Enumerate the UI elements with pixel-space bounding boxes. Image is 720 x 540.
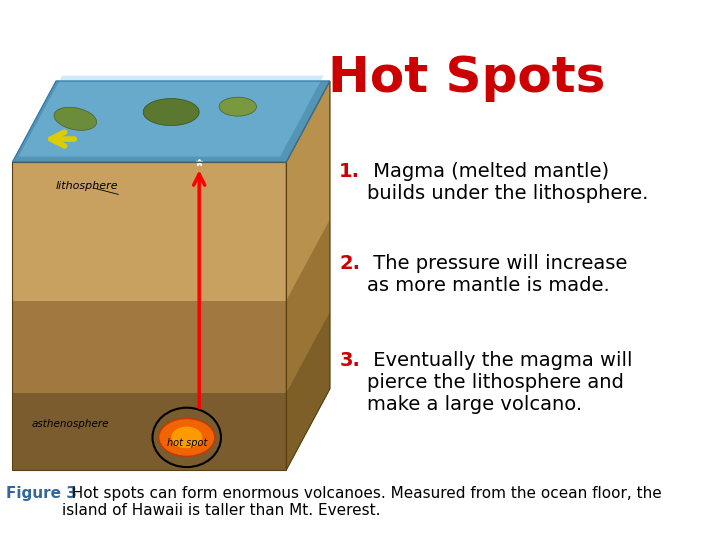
Text: Magma (melted mantle)
builds under the lithosphere.: Magma (melted mantle) builds under the l…	[367, 162, 649, 203]
Polygon shape	[287, 219, 330, 393]
Polygon shape	[12, 81, 330, 162]
Text: Figure 3: Figure 3	[6, 486, 77, 501]
Text: The pressure will increase
as more mantle is made.: The pressure will increase as more mantl…	[367, 254, 628, 295]
Polygon shape	[19, 76, 324, 157]
Text: Eventually the magma will
pierce the lithosphere and
make a large volcano.: Eventually the magma will pierce the lit…	[367, 351, 633, 414]
Text: 2.: 2.	[339, 254, 360, 273]
Polygon shape	[287, 312, 330, 470]
Ellipse shape	[219, 97, 256, 116]
Text: 3.: 3.	[339, 351, 360, 370]
Text: asthenosphere: asthenosphere	[31, 418, 109, 429]
Ellipse shape	[54, 107, 96, 130]
Polygon shape	[12, 81, 330, 162]
Polygon shape	[287, 81, 330, 300]
Text: 1.: 1.	[339, 162, 360, 181]
Ellipse shape	[143, 98, 199, 126]
Text: Hot Spots: Hot Spots	[328, 54, 606, 102]
Ellipse shape	[158, 418, 215, 456]
Text: lithosphere: lithosphere	[56, 181, 119, 191]
Text: hot spot: hot spot	[166, 438, 207, 448]
Text: Hot spots can form enormous volcanoes. Measured from the ocean floor, the
island: Hot spots can form enormous volcanoes. M…	[62, 486, 662, 518]
Polygon shape	[12, 300, 287, 393]
Ellipse shape	[171, 427, 202, 448]
Polygon shape	[12, 393, 287, 470]
Polygon shape	[12, 162, 287, 300]
Polygon shape	[287, 81, 330, 470]
